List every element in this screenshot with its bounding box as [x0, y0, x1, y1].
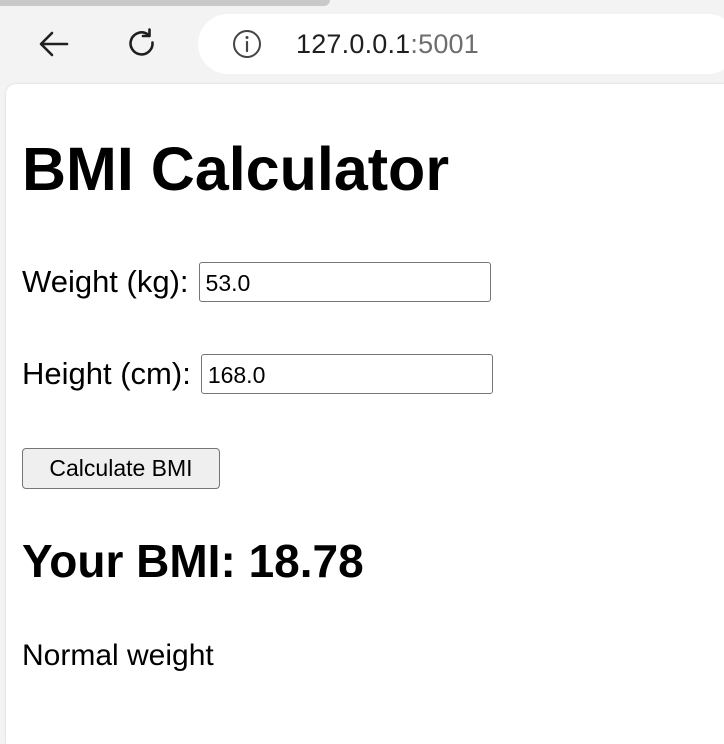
weight-label: Weight (kg):: [22, 264, 189, 299]
url-host: 127.0.0.1: [296, 29, 411, 59]
back-arrow-icon: [39, 31, 69, 57]
weight-row: Weight (kg):: [22, 262, 491, 302]
tab-strip-edge: [0, 0, 330, 6]
site-info-icon[interactable]: [232, 29, 262, 59]
url-text[interactable]: 127.0.0.1:5001: [296, 14, 479, 74]
height-input[interactable]: [200, 354, 493, 394]
calculate-bmi-button[interactable]: Calculate BMI: [22, 448, 220, 489]
url-port: :5001: [410, 29, 479, 59]
bmi-result: Your BMI: 18.78: [22, 535, 364, 587]
height-row: Height (cm):: [22, 354, 493, 394]
height-label: Height (cm):: [22, 356, 191, 391]
page-title: BMI Calculator: [22, 135, 450, 203]
weight-input[interactable]: [198, 262, 491, 302]
browser-toolbar: 127.0.0.1:5001: [0, 6, 724, 82]
bmi-category: Normal weight: [22, 639, 214, 672]
reload-button[interactable]: [120, 22, 164, 66]
back-button[interactable]: [32, 22, 76, 66]
address-bar[interactable]: 127.0.0.1:5001: [198, 14, 724, 74]
reload-icon: [129, 28, 154, 56]
page-viewport: BMI Calculator Weight (kg): Height (cm):…: [6, 84, 724, 744]
